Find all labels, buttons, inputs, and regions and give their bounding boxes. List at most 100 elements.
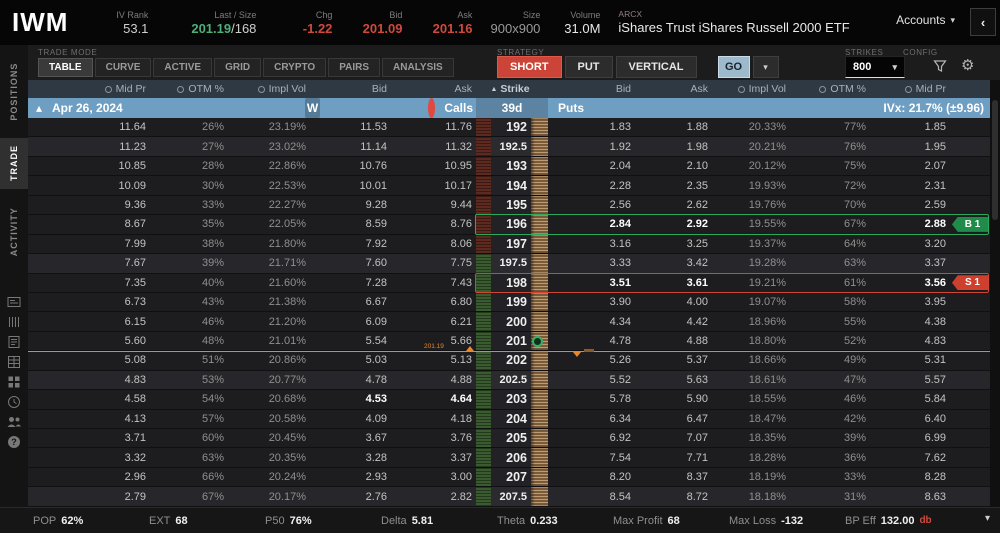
strike-price[interactable]: 197.5 <box>491 254 531 273</box>
put-ask[interactable]: 4.42 <box>686 315 708 328</box>
apps-icon[interactable] <box>7 375 21 389</box>
call-bid[interactable]: 6.09 <box>365 315 387 328</box>
strategy-leg-put[interactable]: PUT <box>564 56 613 78</box>
strikes-dropdown[interactable]: 800 ▾ <box>845 56 905 78</box>
call-ask[interactable]: 5.66 <box>450 335 472 348</box>
call-mid-price[interactable]: 7.67 <box>124 257 146 270</box>
put-bid[interactable]: 4.78 <box>609 335 631 348</box>
strike-price[interactable]: 202.5 <box>491 370 531 390</box>
call-mid-price[interactable]: 4.83 <box>124 373 146 386</box>
call-mid-price[interactable]: 3.32 <box>124 451 146 464</box>
put-bid[interactable]: 5.26 <box>609 354 631 367</box>
strike-price[interactable]: 195 <box>491 195 531 215</box>
call-bid[interactable]: 2.93 <box>365 471 387 484</box>
col-header-strike[interactable]: ▲ Strike <box>490 83 530 95</box>
call-bid[interactable]: 4.09 <box>365 412 387 425</box>
call-ask[interactable]: 8.06 <box>450 237 472 250</box>
put-bid[interactable]: 2.28 <box>609 179 631 192</box>
trade-mode-tab-grid[interactable]: GRID <box>214 58 262 77</box>
col-header-call-ask[interactable]: Ask <box>454 83 472 95</box>
call-mid-price[interactable]: 4.58 <box>124 393 146 406</box>
users-icon[interactable] <box>6 415 22 429</box>
put-mid-price[interactable]: 1.95 <box>924 140 946 153</box>
put-mid-price[interactable]: 3.56 <box>924 276 946 289</box>
call-ask[interactable]: 11.32 <box>445 140 472 153</box>
call-bid[interactable]: 5.54 <box>365 335 387 348</box>
put-mid-price[interactable]: 5.31 <box>924 354 946 367</box>
footer-chevron-icon[interactable]: ▾ <box>984 513 990 524</box>
help-icon[interactable]: ? <box>7 435 21 449</box>
put-bid[interactable]: 3.51 <box>609 276 631 289</box>
put-mid-price[interactable]: 3.95 <box>924 296 946 309</box>
gear-icon[interactable]: ⚙ <box>961 57 975 74</box>
call-bid[interactable]: 8.59 <box>365 218 387 231</box>
col-header-put-iv[interactable]: Impl Vol <box>712 80 790 98</box>
col-header-put-otm[interactable]: OTM % <box>790 80 870 98</box>
call-mid-price[interactable]: 6.73 <box>124 296 146 309</box>
strike-price[interactable]: 203 <box>491 390 531 409</box>
put-bid[interactable]: 5.78 <box>609 393 631 406</box>
call-ask[interactable]: 10.17 <box>444 179 472 192</box>
strike-price[interactable]: 201 <box>491 331 543 351</box>
sidebar-tab-positions[interactable]: POSITIONS <box>9 62 19 121</box>
put-ask[interactable]: 3.42 <box>686 257 708 270</box>
call-ask[interactable]: 7.75 <box>450 257 472 270</box>
call-bid[interactable]: 9.28 <box>365 198 387 211</box>
call-ask[interactable]: 11.76 <box>445 121 472 134</box>
put-bid[interactable]: 8.20 <box>609 471 631 484</box>
put-ask[interactable]: 1.98 <box>686 140 708 153</box>
put-ask[interactable]: 2.62 <box>686 198 708 211</box>
card-icon[interactable] <box>7 295 21 309</box>
call-bid[interactable]: 4.53 <box>365 393 387 406</box>
call-bid[interactable]: 7.28 <box>365 276 387 289</box>
put-mid-price[interactable]: 2.31 <box>924 179 946 192</box>
call-bid[interactable]: 10.76 <box>359 160 387 173</box>
strike-price[interactable]: 200 <box>491 312 531 331</box>
put-ask[interactable]: 5.37 <box>686 354 708 367</box>
col-header-put-ask[interactable]: Ask <box>690 83 708 95</box>
strategy-leg-vertical[interactable]: VERTICAL <box>615 56 697 78</box>
position-badge-sell[interactable]: S 1 <box>952 275 988 291</box>
trade-mode-tab-pairs[interactable]: PAIRS <box>328 58 381 77</box>
call-mid-price[interactable]: 5.60 <box>124 335 146 348</box>
col-header-put-bid[interactable]: Bid <box>615 83 631 95</box>
strike-price[interactable]: 192 <box>491 118 531 137</box>
strike-price[interactable]: 205 <box>491 429 531 448</box>
strike-price[interactable]: 196 <box>491 215 531 234</box>
sidebar-tab-activity[interactable]: ACTIVITY <box>9 206 19 256</box>
col-header-put-mid[interactable]: Mid Pr <box>870 80 950 98</box>
put-ask[interactable]: 4.88 <box>686 335 708 348</box>
trade-mode-tab-table[interactable]: TABLE <box>38 58 93 77</box>
call-mid-price[interactable]: 10.09 <box>118 179 146 192</box>
trade-mode-tab-active[interactable]: ACTIVE <box>153 58 213 77</box>
put-mid-price[interactable]: 8.63 <box>924 490 946 503</box>
put-mid-price[interactable]: 5.84 <box>924 393 946 406</box>
col-header-call-iv[interactable]: Impl Vol <box>228 80 310 98</box>
strike-price[interactable]: 197 <box>491 234 531 254</box>
call-ask[interactable]: 3.37 <box>450 451 472 464</box>
put-bid[interactable]: 2.56 <box>609 198 631 211</box>
columns-icon[interactable] <box>7 315 21 329</box>
strike-price[interactable]: 198 <box>491 273 531 292</box>
call-ask[interactable]: 10.95 <box>444 160 472 173</box>
strike-price[interactable]: 207.5 <box>491 487 531 506</box>
put-mid-price[interactable]: 4.83 <box>924 335 946 348</box>
put-bid[interactable]: 8.54 <box>609 490 631 503</box>
scrollbar-thumb[interactable] <box>992 100 998 220</box>
collapse-panel-button[interactable]: ‹ <box>970 8 996 36</box>
call-bid[interactable]: 5.03 <box>365 354 387 367</box>
strike-price[interactable]: 192.5 <box>491 137 531 156</box>
strike-price[interactable]: 202 <box>491 351 531 370</box>
put-ask[interactable]: 3.25 <box>686 237 708 250</box>
call-ask[interactable]: 6.21 <box>450 315 472 328</box>
call-bid[interactable]: 7.92 <box>365 237 387 250</box>
put-bid[interactable]: 6.34 <box>609 412 631 425</box>
strike-price[interactable]: 207 <box>491 467 531 487</box>
col-header-call-otm[interactable]: OTM % <box>150 80 228 98</box>
put-mid-price[interactable]: 6.40 <box>924 412 946 425</box>
col-header-call-bid[interactable]: Bid <box>371 83 387 95</box>
call-mid-price[interactable]: 10.85 <box>118 160 146 173</box>
call-ask[interactable]: 4.88 <box>450 373 472 386</box>
call-bid[interactable]: 7.60 <box>365 257 387 270</box>
put-bid[interactable]: 3.16 <box>609 237 631 250</box>
